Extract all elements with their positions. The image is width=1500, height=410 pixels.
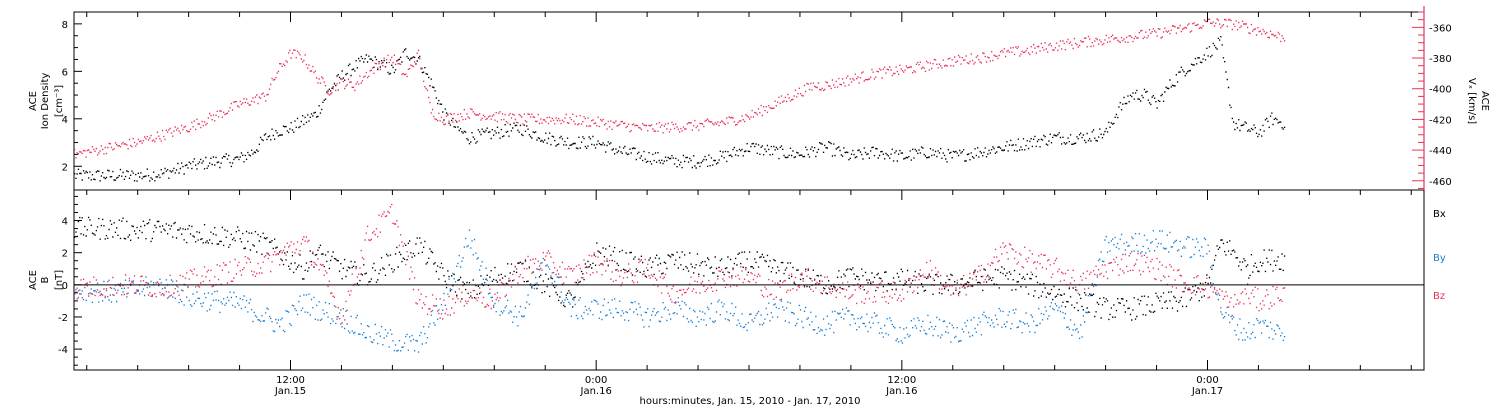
top-series-black-points [74, 36, 1286, 182]
x-axis-title: hours:minutes, Jan. 15, 2010 - Jan. 17, … [640, 396, 861, 407]
bottom-left-ylabel: ACE B [nT] [28, 270, 65, 290]
top-right-tick-label: -400 [1429, 85, 1452, 96]
top-right-ylabel: ACE Vₓ [km/s] [1466, 78, 1490, 124]
bottom-left-tick-label: -2 [58, 313, 68, 324]
bottom-left-ylabel-line1: ACE [28, 270, 39, 290]
top-right-tick-label: -380 [1429, 54, 1452, 65]
top-left-tick-label: 6 [62, 67, 68, 78]
x-tick-time-label: 12:00 [276, 375, 305, 386]
bottom-series-bx-points [74, 216, 1286, 321]
legend-by: By [1433, 253, 1446, 264]
bottom-left-ylabel-line3: [nT] [54, 270, 65, 290]
top-right-tick-label: -460 [1429, 177, 1452, 188]
top-left-tick-label: 8 [62, 20, 68, 31]
axes-group: 2 4 6 8 -360 -380 -400 -420 -440 -460 4 2 0 -2 -4 12:00… [58, 6, 1452, 397]
bottom-series-by-points [74, 229, 1286, 353]
bottom-panel-series [74, 203, 1286, 353]
top-right-tick-label: -360 [1429, 23, 1452, 34]
top-right-ylabel-line1: ACE [1479, 91, 1490, 111]
x-tick-date-label: Jan.16 [580, 386, 612, 397]
x-tick-date-label: Jan.17 [1191, 386, 1223, 397]
top-series-red-points [74, 18, 1286, 159]
top-left-tick-label: 2 [62, 162, 68, 173]
x-tick-date-label: Jan.15 [274, 386, 306, 397]
x-tick-time-label: 12:00 [887, 375, 916, 386]
x-tick-date-label: Jan.16 [885, 386, 917, 397]
top-right-tick-label: -420 [1429, 115, 1452, 126]
top-right-tick-label: -440 [1429, 146, 1452, 157]
legend-bz: Bz [1433, 291, 1445, 302]
top-left-ylabel: ACE Ion Density [cm⁻³] [28, 73, 65, 130]
bottom-panel-frame [73, 189, 1425, 371]
legend-bx: Bx [1433, 209, 1446, 220]
top-panel-series [74, 18, 1286, 182]
bottom-left-tick-label: 0 [62, 281, 68, 292]
top-left-tick-label: 4 [62, 115, 68, 126]
bottom-series-bz-points [74, 203, 1286, 324]
bottom-left-tick-label: -4 [58, 345, 68, 356]
bottom-left-tick-label: 4 [62, 217, 68, 228]
bottom-left-tick-label: 2 [62, 249, 68, 260]
top-left-ylabel-line2: Ion Density [40, 73, 51, 130]
top-left-ylabel-line1: ACE [28, 91, 39, 111]
x-tick-time-label: 0:00 [585, 375, 607, 386]
x-tick-time-label: 0:00 [1196, 375, 1218, 386]
top-right-ylabel-line2: Vₓ [km/s] [1466, 78, 1477, 124]
top-left-ylabel-line3: [cm⁻³] [54, 85, 65, 117]
top-panel-frame [73, 11, 1425, 191]
bottom-left-ylabel-line2: B [40, 276, 51, 283]
